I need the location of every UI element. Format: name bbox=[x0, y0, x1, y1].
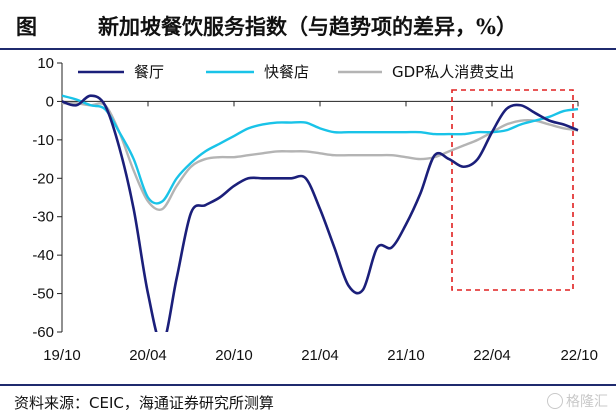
y-tick-label: 10 bbox=[37, 55, 54, 72]
x-tick-label: 22/10 bbox=[560, 347, 598, 364]
y-tick-label: -30 bbox=[32, 209, 54, 226]
title-bar: 图 新加坡餐饮服务指数（与趋势项的差异，%） bbox=[0, 0, 616, 50]
watermark-text: 格隆汇 bbox=[566, 394, 608, 410]
highlight-box bbox=[451, 89, 574, 291]
legend-item-gdp-consumption: GDP私人消费支出 bbox=[338, 63, 514, 81]
legend-label: 快餐店 bbox=[264, 63, 309, 81]
x-tick-label: 21/10 bbox=[387, 347, 425, 364]
chart-canvas: 10 0 -10 -20 -30 -40 -50 -60 19/10 20/04 20/10 21/0… bbox=[32, 55, 598, 364]
highlight-box-layer bbox=[451, 89, 574, 291]
y-tick-label: -40 bbox=[32, 247, 54, 264]
x-tick-label: 20/04 bbox=[129, 347, 167, 364]
y-tick-label: -10 bbox=[32, 132, 54, 149]
legend-label: GDP私人消费支出 bbox=[392, 63, 514, 81]
x-tick-label: 20/10 bbox=[215, 347, 253, 364]
y-tick-label: 0 bbox=[46, 93, 54, 110]
chart-title: 新加坡餐饮服务指数（与趋势项的差异，%） bbox=[98, 14, 517, 39]
legend-item-restaurant: 餐厅 bbox=[78, 63, 164, 81]
footer-bar: 资料来源：CEIC，海通证券研究所测算 格隆汇 bbox=[0, 384, 616, 416]
watermark-logo-icon bbox=[547, 393, 563, 409]
x-tick-label: 22/04 bbox=[473, 347, 511, 364]
series-layer bbox=[62, 94, 579, 332]
x-tick-label: 21/04 bbox=[301, 347, 339, 364]
watermark: 格隆汇 bbox=[547, 391, 608, 411]
axes: 10 0 -10 -20 -30 -40 -50 -60 19/10 20/04 20/10 21/0… bbox=[32, 55, 598, 364]
legend-label: 餐厅 bbox=[134, 63, 164, 81]
figure-label: 图 bbox=[16, 14, 37, 39]
source-note: 资料来源：CEIC，海通证券研究所测算 bbox=[14, 394, 274, 412]
y-tick-label: -20 bbox=[32, 170, 54, 187]
y-tick-label: -50 bbox=[32, 286, 54, 303]
legend-item-fastfood: 快餐店 bbox=[206, 63, 309, 81]
legend: 餐厅 快餐店 GDP私人消费支出 bbox=[78, 63, 514, 81]
x-tick-label: 19/10 bbox=[43, 347, 81, 364]
series-line-restaurant bbox=[62, 94, 579, 332]
y-tick-label: -60 bbox=[32, 324, 54, 341]
